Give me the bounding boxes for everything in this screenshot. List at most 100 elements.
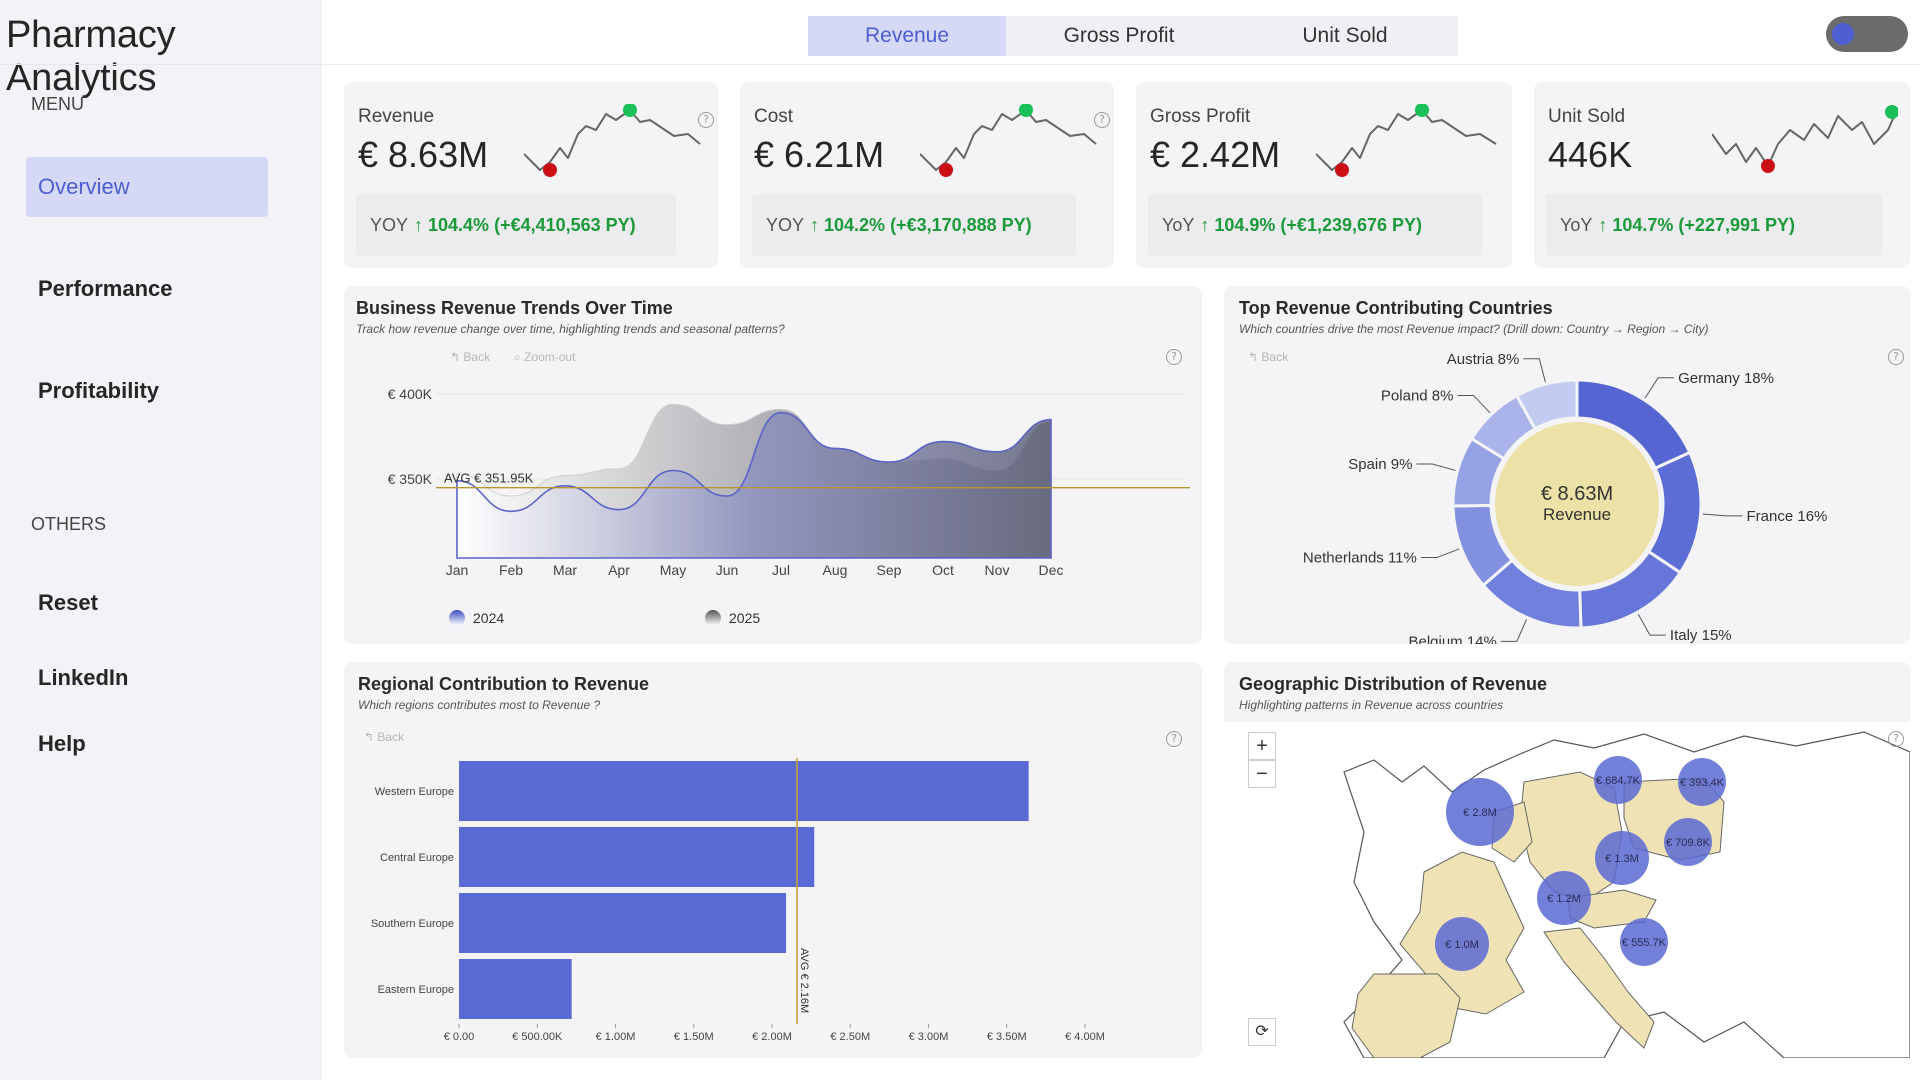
x-tick-label: Dec [1039, 562, 1064, 578]
help-icon[interactable]: ? [1166, 731, 1182, 747]
bar[interactable] [459, 959, 572, 1019]
slice-label: Germany 18% [1678, 370, 1774, 387]
bubble[interactable] [1537, 871, 1591, 925]
sparkline [524, 104, 701, 177]
tab-revenue[interactable]: Revenue [808, 16, 1006, 56]
panel-subtitle: Which regions contributes most to Revenu… [358, 698, 601, 712]
category-label: Eastern Europe [378, 984, 454, 996]
slice-label: Netherlands 11% [1303, 550, 1417, 567]
help-icon[interactable]: ? [1166, 349, 1182, 365]
legend-2025-label[interactable]: 2025 [729, 610, 760, 626]
yoy-label: YOY [370, 214, 409, 235]
zoom-out-button[interactable]: − [1248, 760, 1276, 788]
help-icon[interactable]: ? [698, 112, 714, 128]
help-icon[interactable]: ? [1888, 349, 1904, 365]
zoom-in-button[interactable]: + [1248, 732, 1276, 760]
back-button[interactable]: ↰ Back [1248, 350, 1288, 364]
max-marker [1019, 104, 1033, 117]
slice-label: Italy 15% [1670, 627, 1732, 644]
average-label: AVG € 2.16M [798, 948, 810, 1013]
donut-center-label: Revenue [1543, 505, 1611, 524]
panel-title: Top Revenue Contributing Countries [1239, 298, 1553, 318]
back-button[interactable]: ↰ Back [450, 350, 490, 364]
bubble-label: € 1.3M [1605, 853, 1639, 865]
back-label: Back [377, 730, 405, 744]
country-spain[interactable] [1351, 973, 1461, 1058]
bar[interactable] [459, 827, 815, 887]
bubble[interactable] [1594, 756, 1642, 804]
leader-line [1637, 613, 1666, 636]
max-marker [1415, 104, 1429, 117]
back-icon: ↰ [364, 730, 375, 744]
donut-slice[interactable] [1514, 378, 1579, 431]
countries-panel: Top Revenue Contributing Countries Which… [1224, 286, 1910, 644]
regional-panel: Regional Contribution to Revenue Which r… [344, 662, 1202, 1058]
panel-title: Geographic Distribution of Revenue [1239, 674, 1548, 694]
x-tick-label: Jul [772, 562, 790, 578]
legend-2025-marker [705, 610, 721, 626]
bubble[interactable] [1435, 917, 1489, 971]
metric-tab-bar: Revenue Gross Profit Unit Sold [808, 16, 1458, 56]
kpi-label: Cost [754, 106, 794, 127]
leader-line [1416, 463, 1456, 471]
leader-line [1420, 548, 1460, 559]
tab-gross-profit[interactable]: Gross Profit [1063, 24, 1175, 47]
x-tick-label: Aug [823, 562, 848, 578]
sidebar-item-linkedin[interactable]: LinkedIn [38, 665, 129, 690]
panel-subtitle: Which countries drive the most Revenue i… [1239, 322, 1709, 336]
bar[interactable] [459, 893, 787, 953]
bubble[interactable] [1664, 818, 1712, 866]
legend-2024-marker [449, 610, 465, 626]
min-marker [939, 163, 953, 177]
sparkline [920, 104, 1097, 177]
kpi-card-unit-sold: Unit Sold 446K YoY ↑ 104.7% (+227,991 PY… [1534, 82, 1910, 268]
kpi-label: Unit Sold [1548, 106, 1626, 127]
bubble[interactable] [1595, 831, 1649, 885]
x-tick-label: Sep [877, 562, 902, 578]
bubble[interactable] [1620, 918, 1668, 966]
legend-2024-label[interactable]: 2024 [473, 610, 504, 626]
sidebar-item-performance[interactable]: Performance [38, 276, 173, 301]
leader-line [1644, 377, 1675, 399]
sidebar-item-profitability[interactable]: Profitability [38, 378, 160, 403]
sidebar-item-help[interactable]: Help [38, 731, 86, 756]
x-tick-label: € 500.00K [512, 1031, 563, 1043]
help-icon[interactable]: ? [1888, 731, 1904, 747]
back-icon: ↰ [450, 350, 461, 364]
bar-chart: Western Europe Central Europe Southern Eur… [371, 758, 1105, 1043]
country-italy[interactable] [1543, 927, 1655, 1049]
bubble[interactable] [1678, 758, 1726, 806]
min-marker [1335, 163, 1349, 177]
yoy-value: ↑ 104.9% (+€1,239,676 PY) [1200, 214, 1423, 235]
min-marker [1761, 159, 1775, 173]
sidebar-item-reset[interactable]: Reset [38, 590, 98, 615]
trend-panel: Business Revenue Trends Over Time Track … [344, 286, 1202, 644]
europe-map[interactable]: € 2.8M € 684.7K € 393.4K € 709.8K € 1.3M… [1224, 722, 1910, 1058]
panel-subtitle: Highlighting patterns in Revenue across … [1239, 698, 1504, 712]
x-tick-label: € 3.50M [987, 1031, 1027, 1043]
x-tick-label: Apr [608, 562, 630, 578]
back-label: Back [463, 350, 491, 364]
kpi-value: € 2.42M [1150, 134, 1281, 175]
x-tick-label: € 1.50M [674, 1031, 714, 1043]
back-icon: ↰ [1248, 350, 1259, 364]
help-icon[interactable]: ? [1094, 112, 1110, 128]
kpi-value: € 6.21M [754, 134, 885, 175]
bubble-label: € 709.8K [1666, 837, 1711, 849]
zoom-out-button[interactable]: ⌕ Zoom-out [514, 350, 575, 365]
theme-toggle[interactable] [1826, 16, 1908, 52]
kpi-card-revenue: Revenue € 8.63M YOY ↑ 104.4% (+€4,410,56… [344, 82, 718, 268]
zoom-icon: ⌕ [514, 350, 521, 364]
back-button[interactable]: ↰ Back [364, 730, 404, 744]
panel-title: Business Revenue Trends Over Time [356, 298, 673, 318]
x-tick-label: € 1.00M [596, 1031, 636, 1043]
bubble-label: € 1.0M [1445, 939, 1479, 951]
bubble[interactable] [1446, 778, 1514, 846]
reset-view-icon[interactable]: ⟳ [1248, 1018, 1276, 1046]
yoy-value: ↑ 104.7% (+227,991 PY) [1598, 214, 1796, 235]
max-marker [1885, 105, 1898, 119]
tab-unit-sold[interactable]: Unit Sold [1302, 24, 1388, 47]
x-tick-label: € 3.00M [909, 1031, 949, 1043]
bar[interactable] [459, 761, 1029, 821]
sidebar-item-overview[interactable]: Overview [26, 157, 268, 217]
